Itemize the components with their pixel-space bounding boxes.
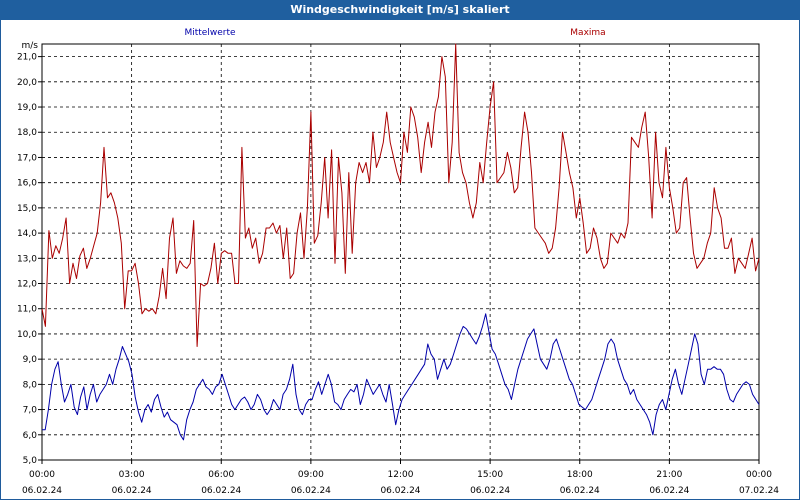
x-tick-time: 09:00: [298, 470, 324, 480]
x-tick-date: 06.02.24: [560, 486, 600, 496]
y-axis-label: m/s: [22, 41, 39, 51]
x-tick-time: 00:00: [29, 470, 55, 480]
y-tick-label: 12,0: [17, 280, 37, 290]
y-tick-label: 20,0: [17, 78, 37, 88]
x-tick-time: 00:00: [746, 470, 772, 480]
y-tick-label: 7,0: [23, 406, 38, 416]
chart-title: Windgeschwindigkeit [m/s] skaliert: [0, 0, 800, 20]
x-tick-date: 06.02.24: [380, 486, 420, 496]
y-tick-label: 17,0: [17, 153, 37, 163]
plot-background: [41, 43, 760, 461]
x-tick-time: 03:00: [119, 470, 145, 480]
series-lines: [41, 43, 760, 441]
axes: 5,0 6,0 7,0 8,0 9,0 10,0 11,0 12,0 13,0 14,0 15,0 1…: [17, 53, 779, 496]
y-tick-label: 16,0: [17, 179, 37, 189]
legend-mittelwerte: Mittelwerte: [184, 28, 235, 38]
y-tick-label: 5,0: [23, 456, 38, 466]
y-tick-label: 9,0: [23, 355, 38, 365]
x-tick-date: 06.02.24: [22, 486, 62, 496]
x-tick-date: 06.02.24: [112, 486, 152, 496]
y-tick-label: 14,0: [17, 229, 37, 239]
y-tick-label: 10,0: [17, 330, 37, 340]
x-tick-time: 06:00: [208, 470, 234, 480]
x-tick-time: 15:00: [477, 470, 503, 480]
series-line-mittelwerte: [42, 313, 760, 441]
legend-maxima: Maxima: [570, 28, 605, 38]
y-tick-label: 11,0: [17, 305, 37, 315]
y-tick-label: 18,0: [17, 128, 37, 138]
y-tick-label: 21,0: [17, 53, 37, 63]
series-line-maxima: [41, 43, 760, 347]
x-tick-date: 06.02.24: [649, 486, 689, 496]
x-tick-date: 07.02.24: [739, 486, 779, 496]
y-tick-label: 8,0: [23, 380, 38, 390]
y-tick-label: 13,0: [17, 254, 37, 264]
x-tick-time: 12:00: [388, 470, 414, 480]
x-tick-date: 06.02.24: [201, 486, 241, 496]
x-tick-date: 06.02.24: [291, 486, 331, 496]
y-tick-label: 19,0: [17, 103, 37, 113]
plot-area: [41, 43, 760, 461]
x-tick-time: 18:00: [567, 470, 593, 480]
y-tick-label: 15,0: [17, 204, 37, 214]
y-tick-label: 6,0: [23, 431, 38, 441]
x-tick-time: 21:00: [656, 470, 682, 480]
x-tick-date: 06.02.24: [470, 486, 510, 496]
